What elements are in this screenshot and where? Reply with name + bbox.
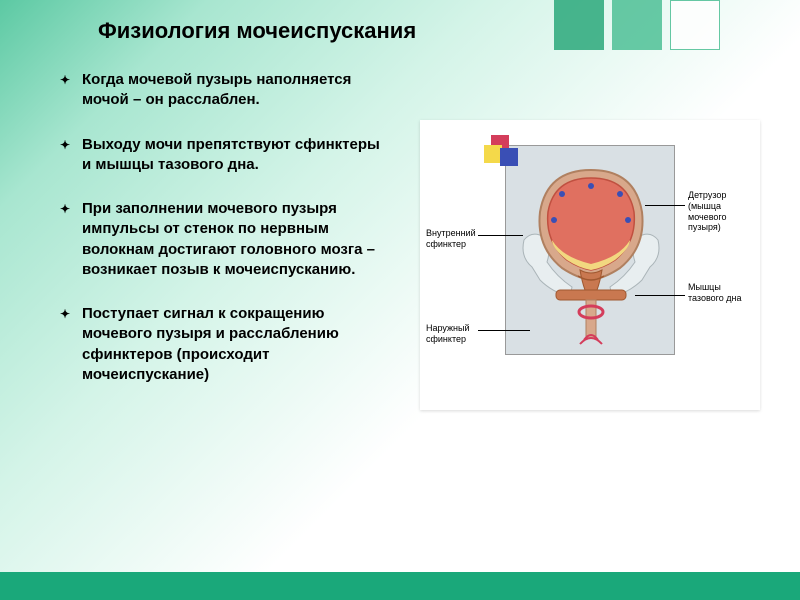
footer-bar	[0, 572, 800, 600]
bladder-illustration	[512, 152, 670, 352]
bullet-item: При заполнении мочевого пузыря импульсы …	[60, 199, 390, 280]
bullet-item: Выходу мочи препятствуют сфинктеры и мыш…	[60, 135, 390, 176]
pelvic-floor-shape	[556, 290, 626, 300]
label-line	[478, 235, 523, 236]
label-line	[478, 330, 530, 331]
label-internal-sphincter: Внутренний сфинктер	[426, 228, 484, 250]
label-line	[635, 295, 685, 296]
receptor-node	[625, 217, 631, 223]
receptor-node	[551, 217, 557, 223]
decor-square-2	[612, 0, 662, 50]
receptor-node	[588, 183, 594, 189]
decor-square-3	[670, 0, 720, 50]
label-detrusor: Детрузор (мышца мочевого пузыря)	[688, 190, 756, 233]
header-decor	[554, 0, 720, 50]
bullet-item: Поступает сигнал к сокращению мочевого п…	[60, 304, 390, 385]
bullet-list: Когда мочевой пузырь наполняется мочой –…	[60, 70, 390, 409]
receptor-node	[559, 191, 565, 197]
label-line	[645, 205, 685, 206]
label-pelvic-floor: Мышцы тазового дна	[688, 282, 756, 304]
label-external-sphincter: Наружный сфинктер	[426, 323, 484, 345]
slide-title: Физиология мочеиспускания	[98, 18, 416, 44]
bullet-item: Когда мочевой пузырь наполняется мочой –…	[60, 70, 390, 111]
anatomy-diagram: Внутренний сфинктер Наружный сфинктер Де…	[420, 120, 760, 410]
receptor-node	[617, 191, 623, 197]
decor-square-1	[554, 0, 604, 50]
